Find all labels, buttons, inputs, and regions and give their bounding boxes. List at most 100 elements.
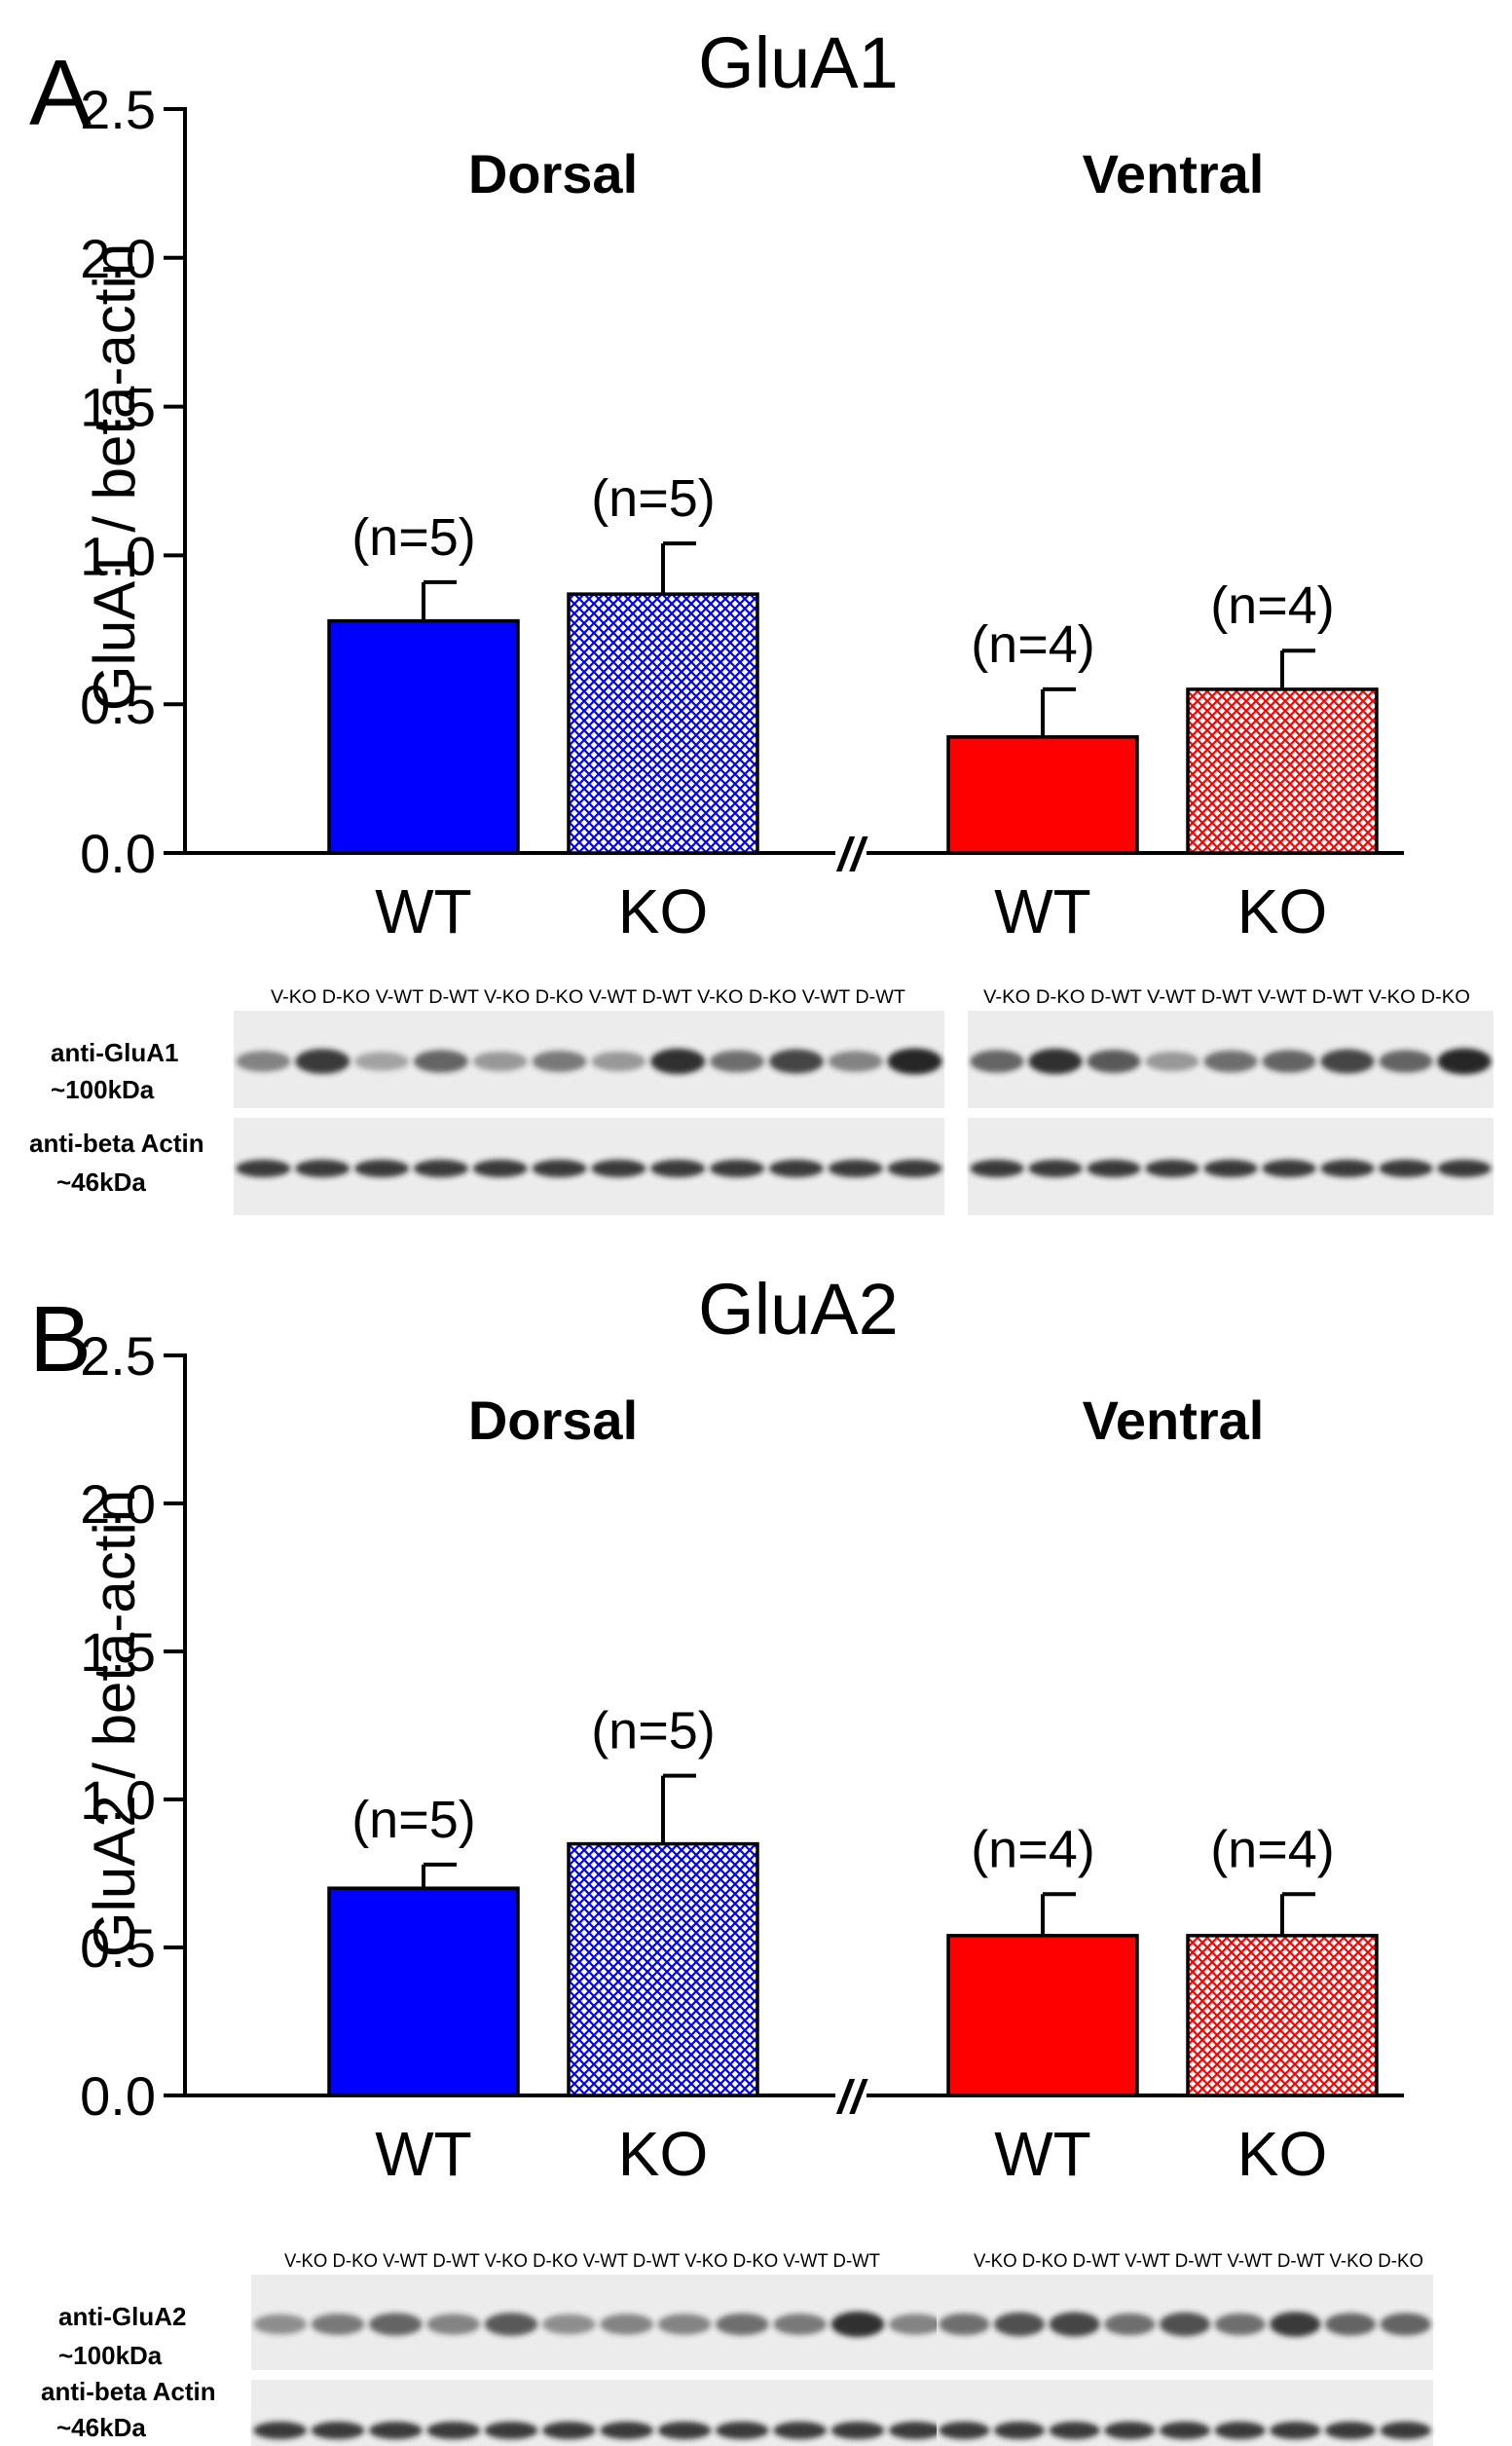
y-tick-label: 1.0: [80, 1769, 156, 1831]
y-tick-label: 2.0: [80, 228, 156, 289]
blot-band: [1145, 1160, 1199, 1177]
bar: [1186, 1934, 1379, 2097]
blot-band: [1159, 2312, 1211, 2337]
blot-band: [710, 1050, 765, 1073]
blot-band: [354, 1052, 410, 1071]
y-tick-label: 0.0: [80, 823, 156, 884]
blot-band: [768, 1049, 824, 1074]
blot-band: [970, 1050, 1024, 1073]
blot-band: [591, 1160, 646, 1177]
blot-band: [472, 1051, 528, 1072]
blot-band: [1262, 1050, 1316, 1073]
x-tick-label: KO: [1237, 876, 1327, 946]
x-tick-label: KO: [618, 876, 708, 946]
x-tick-label: KO: [1237, 2119, 1327, 2189]
y-tick-label: 0.0: [80, 2065, 156, 2127]
blot-row-label-primary-size: ~100kDa: [51, 1075, 155, 1104]
blot-band: [413, 1050, 468, 1073]
blot-lane-labels-right: V-KO D-KO D-WT V-WT D-WT V-WT D-WT V-KO …: [983, 987, 1470, 1008]
bar: [327, 1886, 520, 2097]
blot-band: [369, 2422, 423, 2439]
chart-title: GluA1: [698, 22, 899, 103]
bar: [567, 1841, 759, 2097]
axis-break-mark: //: [836, 2072, 868, 2124]
x-tick-label: WT: [375, 2119, 472, 2189]
blot-band: [1320, 1049, 1375, 1074]
n-label: (n=5): [351, 1791, 476, 1849]
blot-membrane: [234, 1118, 944, 1215]
blot-band: [295, 1160, 350, 1177]
blot-band: [970, 1160, 1024, 1177]
blot-band: [650, 1048, 706, 1075]
bar: [327, 618, 520, 855]
group-label-dorsal: Dorsal: [468, 143, 638, 204]
group-label-ventral: Ventral: [1083, 143, 1265, 204]
western-blot: V-KO D-KO V-WT D-WT V-KO D-KO V-WT D-WT …: [29, 987, 1494, 1215]
blot-band: [542, 2314, 596, 2335]
blot-band: [1203, 1050, 1258, 1073]
blot-band: [426, 2314, 480, 2335]
blot-band: [1104, 2422, 1156, 2439]
blot-band: [889, 2422, 942, 2439]
blot-row-label-actin: anti-beta Actin: [41, 2377, 216, 2406]
group-label-dorsal: Dorsal: [468, 1390, 638, 1451]
blot-band: [1380, 2313, 1431, 2336]
blot-lane-labels-right: V-KO D-KO D-WT V-WT D-WT V-WT D-WT V-KO …: [974, 2251, 1423, 2272]
blot-band: [1320, 1160, 1375, 1177]
blot-membrane: [251, 2275, 944, 2370]
x-tick-label: WT: [375, 876, 472, 946]
panel-letter: B: [29, 1287, 92, 1391]
group-label-ventral: Ventral: [1083, 1390, 1265, 1451]
blot-band: [542, 2422, 596, 2439]
blot-band: [1379, 1160, 1433, 1177]
blot-band: [710, 1160, 765, 1177]
blot-band: [1437, 1048, 1492, 1075]
blot-band: [1028, 1160, 1083, 1177]
y-axis-label: GluA1 / beta-actin: [82, 243, 147, 711]
n-label: (n=4): [1210, 1820, 1335, 1878]
y-tick-label: 2.0: [80, 1473, 156, 1535]
blot-band: [1049, 2422, 1100, 2439]
bar: [567, 592, 759, 855]
blot-band: [1437, 1160, 1492, 1177]
blot-lane-labels-left: V-KO D-KO V-WT D-WT V-KO D-KO V-WT D-WT …: [284, 2251, 880, 2272]
blot-row-label-primary: anti-GluA1: [51, 1038, 178, 1067]
blot-band: [236, 1160, 291, 1177]
blot-band: [484, 2313, 538, 2336]
blot-band: [311, 2422, 365, 2439]
panel-letter: A: [29, 41, 92, 145]
blot-row-label-actin-size: ~46kDa: [56, 1167, 146, 1197]
axis-break-mark: //: [836, 830, 868, 881]
blot-band: [295, 1049, 350, 1074]
blot-band: [889, 2314, 942, 2335]
plot-area: 0.0 0.5 1.0 1.5 2.0 2.5 // (n=5) WT (n=5) KO (n=4) W…: [80, 79, 1404, 946]
blot-band: [532, 1051, 587, 1072]
blot-row-label-actin: anti-beta Actin: [29, 1129, 204, 1158]
n-label: (n=4): [971, 615, 1095, 674]
x-tick-label: WT: [994, 2119, 1091, 2189]
y-tick-label: 2.5: [80, 1325, 156, 1387]
blot-row-label-primary: anti-GluA2: [58, 2302, 186, 2331]
panel-b: B GluA2 GluA2 / beta-actin Dorsal Ventra…: [29, 1269, 1433, 2446]
blot-band: [1214, 2422, 1266, 2439]
blot-band: [768, 1160, 824, 1177]
western-blot: V-KO D-KO V-WT D-WT V-KO D-KO V-WT D-WT …: [41, 2251, 1433, 2446]
blot-band: [1324, 2422, 1377, 2439]
blot-band: [426, 2422, 480, 2439]
blot-band: [472, 1160, 528, 1177]
blot-row-label-actin-size: ~46kDa: [56, 2413, 146, 2442]
blot-band: [716, 2422, 769, 2439]
blot-band: [830, 2311, 885, 2338]
blot-band: [1087, 1160, 1141, 1177]
blot-band: [1203, 1160, 1258, 1177]
y-tick-label: 1.5: [80, 1621, 156, 1683]
n-label: (n=5): [351, 508, 476, 567]
y-tick-label: 0.5: [80, 1917, 156, 1979]
blot-band: [413, 1160, 468, 1177]
y-tick-label: 0.5: [80, 674, 156, 735]
blot-band: [1270, 2312, 1321, 2337]
blot-band: [369, 2313, 423, 2336]
blot-band: [1104, 2313, 1156, 2336]
n-label: (n=4): [1210, 576, 1335, 635]
bar: [946, 1934, 1139, 2097]
